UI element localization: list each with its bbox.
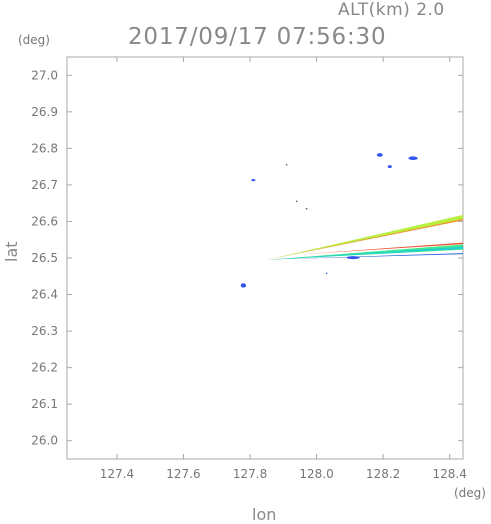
echo-blob bbox=[240, 283, 247, 288]
y-tick-label: 26.9 bbox=[31, 105, 58, 119]
beam-wedge bbox=[266, 244, 463, 260]
y-axis-unit: (deg) bbox=[18, 33, 50, 47]
echo-blob bbox=[346, 256, 360, 260]
echo-blob bbox=[251, 179, 256, 182]
y-tick-label: 26.8 bbox=[31, 141, 58, 155]
x-tick-label: 127.8 bbox=[233, 467, 267, 481]
beam-wedge bbox=[266, 253, 463, 260]
y-tick-label: 26.4 bbox=[31, 288, 58, 302]
blob-group bbox=[240, 153, 418, 288]
echo-blob bbox=[325, 272, 328, 275]
x-tick-label: 127.6 bbox=[166, 467, 200, 481]
y-tick-label: 26.3 bbox=[31, 324, 58, 338]
y-ticks: 26.0 26.1 26.2 26.3 26.4 26.5 26.6 26.7 26.8 26.9… bbox=[31, 68, 463, 448]
y-tick-label: 26.1 bbox=[31, 397, 58, 411]
y-tick-label: 26.0 bbox=[31, 434, 58, 448]
beam-wedge bbox=[266, 218, 463, 260]
x-tick-label: 128.4 bbox=[433, 467, 467, 481]
x-axis-unit: (deg) bbox=[454, 486, 486, 500]
altitude-label: ALT(km) 2.0 bbox=[338, 0, 445, 20]
plot-frame bbox=[66, 56, 464, 460]
beam-wedge bbox=[299, 242, 463, 255]
beam-wedge bbox=[266, 246, 463, 260]
echo-blob bbox=[387, 165, 392, 169]
echo-blob bbox=[376, 153, 383, 157]
y-tick-label: 26.7 bbox=[31, 178, 58, 192]
x-tick-label: 127.4 bbox=[100, 467, 134, 481]
chart-title-timestamp: 2017/09/17 07:56:30 bbox=[128, 24, 387, 50]
x-tick-label: 128.0 bbox=[299, 467, 333, 481]
echo-blob bbox=[285, 164, 288, 166]
echo-blob bbox=[305, 207, 308, 210]
x-ticks: 127.4 127.6 127.8 128.0 128.2 128.4 bbox=[100, 57, 467, 481]
y-tick-label: 26.6 bbox=[31, 214, 58, 228]
y-tick-label: 26.2 bbox=[31, 361, 58, 375]
y-tick-label: 27.0 bbox=[31, 68, 58, 82]
echo-blob bbox=[408, 156, 418, 161]
echo-blob bbox=[295, 200, 298, 203]
beam-group bbox=[266, 214, 463, 260]
x-tick-label: 128.2 bbox=[366, 467, 400, 481]
y-tick-label: 26.5 bbox=[31, 251, 58, 265]
x-axis-label: lon bbox=[252, 505, 277, 524]
beam-wedge bbox=[266, 214, 463, 260]
